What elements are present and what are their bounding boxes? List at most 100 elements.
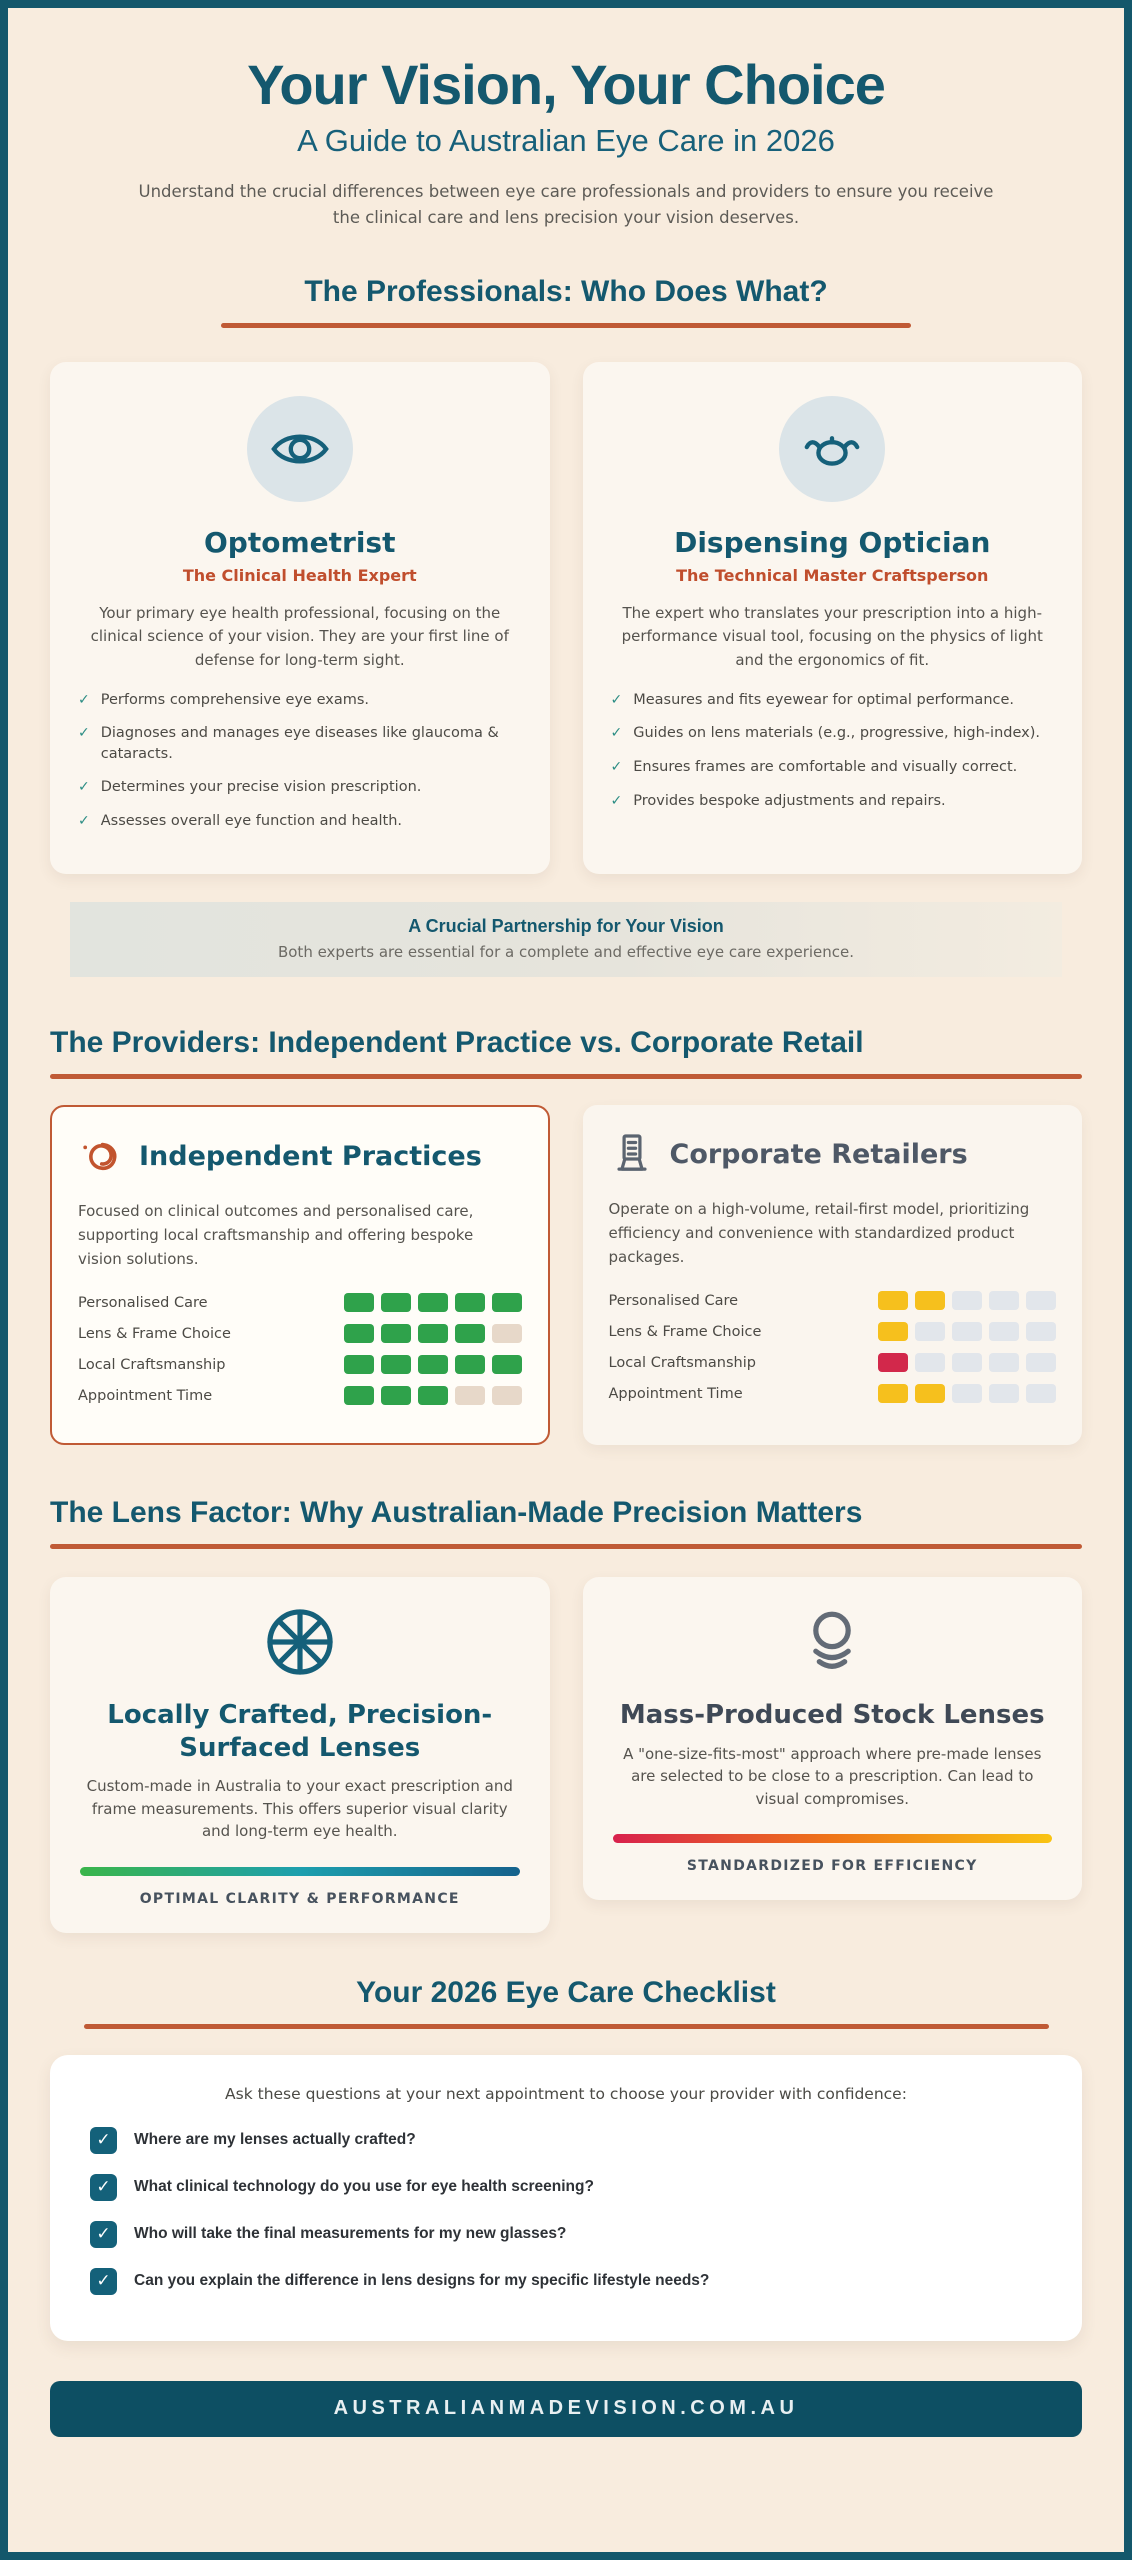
rating-segment-filled bbox=[915, 1384, 945, 1404]
provider-header: Corporate Retailers bbox=[609, 1131, 1057, 1177]
rating-bar bbox=[878, 1353, 1056, 1373]
rating-segment-empty bbox=[952, 1384, 982, 1404]
rating-segment-filled bbox=[343, 1293, 374, 1313]
lens-card-title: Mass-Produced Stock Lenses bbox=[619, 1700, 1045, 1731]
rating-segment-filled bbox=[417, 1293, 448, 1313]
benefit-text: Determines your precise vision prescript… bbox=[100, 779, 422, 796]
rating-label: Local Craftsmanship bbox=[608, 1354, 756, 1371]
partnership-title: A Crucial Partnership for Your Vision bbox=[408, 916, 724, 937]
rating-bar bbox=[343, 1355, 522, 1375]
benefit-text: Assesses overall eye function and health… bbox=[100, 812, 403, 829]
check-icon: ✓ bbox=[78, 779, 90, 796]
benefit-text: Provides bespoke adjustments and repairs… bbox=[633, 792, 946, 809]
checklist-item: ✓ Where are my lenses actually crafted? bbox=[90, 2126, 1042, 2154]
rating-row: Local Craftsmanship bbox=[608, 1353, 1056, 1373]
rating-segment-filled bbox=[417, 1386, 448, 1406]
benefit-item: ✓ Guides on lens materials (e.g., progres… bbox=[611, 723, 1055, 744]
rating-row: Local Craftsmanship bbox=[78, 1355, 522, 1375]
rating-segment-empty bbox=[952, 1353, 982, 1373]
page-intro: Understand the crucial differences betwe… bbox=[138, 182, 994, 227]
benefit-text: Guides on lens materials (e.g., progress… bbox=[633, 725, 1040, 742]
checklist-card: Ask these questions at your next appoint… bbox=[50, 2054, 1082, 2341]
benefit-item: ✓ Provides bespoke adjustments and repair… bbox=[611, 791, 1055, 812]
footer-banner[interactable]: AUSTRALIANMADEVISION.COM.AU bbox=[50, 2380, 1082, 2437]
rating-segment-filled bbox=[417, 1355, 448, 1375]
checklist-item-label: Can you explain the difference in lens d… bbox=[134, 2272, 710, 2290]
benefit-text: Diagnoses and manages eye diseases like … bbox=[100, 725, 499, 762]
professional-card-optician: Dispensing Optician The Technical Master… bbox=[582, 362, 1082, 875]
lens-card-title: Locally Crafted, Precision-Surfaced Lens… bbox=[107, 1700, 493, 1763]
rating-segment-empty bbox=[952, 1322, 982, 1342]
rating-segment-filled bbox=[491, 1355, 522, 1375]
rating-row: Appointment Time bbox=[608, 1384, 1056, 1404]
benefit-list: ✓ Measures and fits eyewear for optimal p… bbox=[611, 690, 1055, 811]
rating-segment-filled bbox=[878, 1353, 908, 1373]
rating-segment-filled bbox=[454, 1324, 485, 1344]
lens-cards: Locally Crafted, Precision-Surfaced Lens… bbox=[50, 1577, 1082, 1933]
heading-underline bbox=[83, 2023, 1049, 2029]
rating-label: Appointment Time bbox=[608, 1385, 743, 1402]
check-icon: ✓ bbox=[78, 812, 90, 829]
benefit-text: Measures and fits eyewear for optimal pe… bbox=[633, 691, 1015, 708]
building-icon bbox=[609, 1131, 655, 1177]
rating-row: Personalised Care bbox=[609, 1291, 1056, 1311]
section-heading-checklist: Your 2026 Eye Care Checklist bbox=[356, 1975, 776, 2009]
rating-segment-empty bbox=[915, 1353, 945, 1373]
rating-list: Personalised Care Lens & Frame Choice Lo… bbox=[608, 1291, 1056, 1404]
rating-segment-filled bbox=[343, 1355, 374, 1375]
rating-segment-filled bbox=[380, 1293, 411, 1313]
checklist-item: ✓ What clinical technology do you use fo… bbox=[90, 2173, 1042, 2201]
rating-bar bbox=[343, 1293, 522, 1313]
rating-segment-filled bbox=[454, 1293, 485, 1313]
rating-bar bbox=[878, 1384, 1056, 1404]
stacked-lenses-icon bbox=[795, 1605, 869, 1679]
benefit-list: ✓ Performs comprehensive eye exams. ✓ Diag… bbox=[78, 690, 522, 831]
rating-segment-filled bbox=[878, 1322, 908, 1342]
checklist-item-label: Where are my lenses actually crafted? bbox=[134, 2131, 416, 2149]
rating-label: Personalised Care bbox=[78, 1294, 208, 1311]
benefit-text: Ensures frames are comfortable and visua… bbox=[633, 759, 1018, 776]
rating-segment-empty bbox=[454, 1386, 485, 1406]
rating-row: Appointment Time bbox=[78, 1386, 522, 1406]
rating-segment-filled bbox=[343, 1386, 374, 1406]
checkbox-checked-icon[interactable]: ✓ bbox=[90, 2267, 117, 2295]
provider-title: Corporate Retailers bbox=[669, 1138, 968, 1170]
rating-segment-empty bbox=[1026, 1384, 1056, 1404]
heading-underline bbox=[221, 323, 911, 329]
check-icon: ✓ bbox=[610, 691, 623, 708]
provider-card-corporate: Corporate Retailers Operate on a high-vo… bbox=[582, 1105, 1082, 1446]
check-icon: ✓ bbox=[610, 725, 623, 742]
rating-label: Appointment Time bbox=[78, 1387, 213, 1404]
rating-bar bbox=[343, 1386, 522, 1406]
benefit-item: ✓ Performs comprehensive eye exams. bbox=[78, 690, 522, 711]
eye-icon bbox=[269, 418, 331, 480]
rating-segment-empty bbox=[1026, 1291, 1056, 1311]
rating-segment-empty bbox=[989, 1322, 1019, 1342]
glasses-icon bbox=[801, 418, 863, 480]
rating-segment-filled bbox=[491, 1293, 522, 1313]
card-subtitle: The Technical Master Craftsperson bbox=[676, 566, 989, 586]
checklist-item-label: Who will take the final measurements for… bbox=[134, 2225, 567, 2243]
lens-wheel-icon bbox=[263, 1605, 337, 1679]
page-subtitle: A Guide to Australian Eye Care in 2026 bbox=[297, 123, 835, 158]
rating-segment-empty bbox=[989, 1384, 1019, 1404]
lens-card-local: Locally Crafted, Precision-Surfaced Lens… bbox=[50, 1577, 550, 1933]
lens-card-stock: Mass-Produced Stock Lenses A "one-size-f… bbox=[582, 1577, 1082, 1901]
partnership-banner: A Crucial Partnership for Your Vision Bo… bbox=[70, 902, 1062, 978]
checklist-item: ✓ Who will take the final measurements f… bbox=[90, 2220, 1042, 2248]
checkbox-checked-icon[interactable]: ✓ bbox=[90, 2173, 117, 2201]
footer-url: AUSTRALIANMADEVISION.COM.AU bbox=[333, 2397, 799, 2420]
rating-row: Lens & Frame Choice bbox=[609, 1322, 1056, 1342]
checkbox-checked-icon[interactable]: ✓ bbox=[90, 2126, 117, 2154]
quality-caption: STANDARDIZED FOR EFFICIENCY bbox=[686, 1858, 978, 1875]
lens-card-description: A "one-size-fits-most" approach where pr… bbox=[623, 1744, 1042, 1808]
provider-description: Operate on a high-volume, retail-first m… bbox=[608, 1200, 1030, 1267]
provider-card-independent: Independent Practices Focused on clinica… bbox=[50, 1105, 550, 1446]
partnership-text: Both experts are essential for a complet… bbox=[277, 943, 855, 962]
rating-segment-empty bbox=[952, 1291, 982, 1311]
checkbox-checked-icon[interactable]: ✓ bbox=[90, 2220, 117, 2248]
benefit-text: Performs comprehensive eye exams. bbox=[100, 691, 369, 708]
page-title: Your Vision, Your Choice bbox=[247, 53, 886, 116]
quality-caption: OPTIMAL CLARITY & PERFORMANCE bbox=[139, 1890, 460, 1907]
rating-segment-empty bbox=[989, 1353, 1019, 1373]
